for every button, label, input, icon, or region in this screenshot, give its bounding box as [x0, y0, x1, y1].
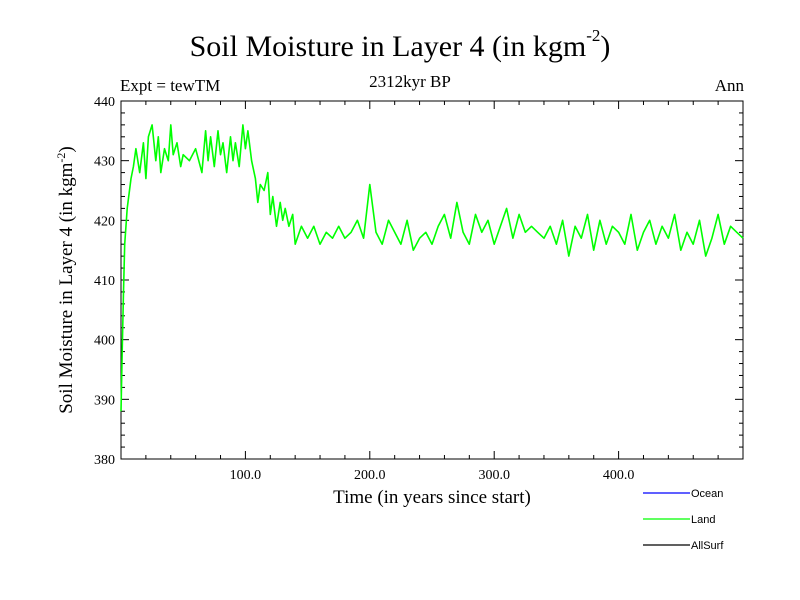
series-line-land: [120, 124, 744, 412]
x-tick-label: 200.0: [354, 468, 386, 483]
tick-group: [121, 100, 743, 460]
season-label: Ann: [714, 76, 744, 95]
y-tick-label: 400: [94, 334, 115, 349]
y-tick-label: 410: [94, 274, 115, 289]
chart-title-close: ): [600, 30, 611, 63]
y-tick-label: 420: [94, 214, 115, 229]
y-tick-label: 380: [94, 453, 115, 468]
experiment-label: Expt = tewTM: [120, 76, 221, 95]
legend-label-ocean: Ocean: [691, 488, 723, 500]
label-group: 380 390 400 410 420 430 440 100.0 200.0 300.0 400.…: [94, 95, 634, 483]
legend-label-land: Land: [691, 514, 715, 526]
chart-title-main: Soil Moisture in Layer 4 (in kgm: [189, 30, 587, 63]
period-label: 2312kyr BP: [369, 72, 451, 91]
x-tick-label: 400.0: [603, 468, 635, 483]
y-tick-label: 430: [94, 155, 115, 170]
y-axis-label-close: ): [56, 146, 77, 152]
series-group: [120, 124, 744, 412]
x-tick-label: 300.0: [478, 468, 510, 483]
plot-frame: [120, 100, 744, 460]
y-tick-label: 390: [94, 393, 115, 408]
y-axis-label: Soil Moisture in Layer 4 (in kgm-2): [54, 146, 77, 414]
chart-title-exponent: -2: [586, 26, 601, 45]
legend: Ocean Land AllSurf: [643, 488, 724, 552]
legend-label-allsurf: AllSurf: [691, 540, 724, 552]
y-axis-label-exponent: -2: [54, 153, 68, 163]
x-axis-label: Time (in years since start): [333, 487, 531, 508]
x-tick-label: 100.0: [230, 468, 262, 483]
y-axis-label-main: Soil Moisture in Layer 4 (in kgm: [56, 162, 77, 413]
chart-title: Soil Moisture in Layer 4 (in kgm-2): [0, 26, 800, 64]
y-tick-label: 440: [94, 95, 115, 110]
